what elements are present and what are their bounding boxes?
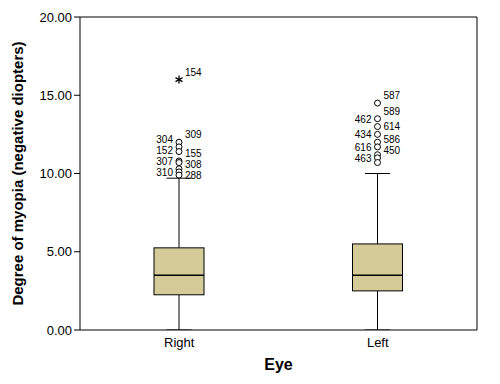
svg-text:307: 307 <box>156 156 173 167</box>
svg-text:Left: Left <box>367 335 389 350</box>
svg-text:450: 450 <box>384 145 401 156</box>
svg-text:304: 304 <box>156 134 173 145</box>
svg-text:434: 434 <box>355 129 372 140</box>
svg-text:152: 152 <box>156 145 173 156</box>
svg-text:Degree of myopia (negative dio: Degree of myopia (negative diopters) <box>9 41 26 305</box>
svg-text:5.00: 5.00 <box>47 244 72 259</box>
svg-text:614: 614 <box>384 121 401 132</box>
svg-text:0.00: 0.00 <box>47 323 72 338</box>
svg-text:586: 586 <box>384 134 401 145</box>
svg-text:154: 154 <box>185 67 202 78</box>
svg-text:15.00: 15.00 <box>39 88 72 103</box>
svg-text:462: 462 <box>355 114 372 125</box>
svg-text:463: 463 <box>355 153 372 164</box>
svg-text:155: 155 <box>185 148 202 159</box>
svg-text:308: 308 <box>185 159 202 170</box>
svg-text:10.00: 10.00 <box>39 166 72 181</box>
svg-text:20.00: 20.00 <box>39 10 72 25</box>
svg-text:589: 589 <box>384 106 401 117</box>
svg-text:309: 309 <box>185 129 202 140</box>
svg-text:288: 288 <box>185 170 202 181</box>
svg-text:Right: Right <box>164 335 195 350</box>
svg-text:616: 616 <box>355 142 372 153</box>
svg-text:310: 310 <box>156 167 173 178</box>
svg-text:Eye: Eye <box>264 356 293 373</box>
svg-text:587: 587 <box>384 90 401 101</box>
